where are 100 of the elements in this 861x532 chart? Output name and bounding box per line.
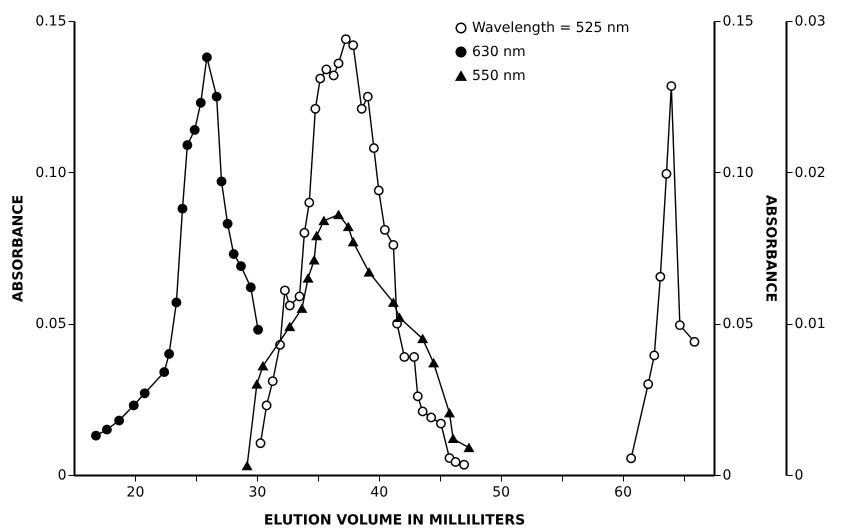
y3-tick-label: 0.01 bbox=[794, 316, 826, 332]
point bbox=[690, 336, 700, 347]
point bbox=[171, 298, 182, 308]
point bbox=[304, 198, 314, 208]
y3-tick-label: 0.02 bbox=[794, 164, 826, 181]
point bbox=[368, 143, 379, 154]
y2-tick-label: 0.05 bbox=[722, 316, 754, 332]
point bbox=[343, 222, 354, 232]
point bbox=[362, 92, 373, 102]
point bbox=[297, 304, 307, 313]
point bbox=[356, 104, 367, 114]
y-tick-label: 0.10 bbox=[35, 164, 66, 181]
y3-tick-label: 0 bbox=[794, 468, 804, 484]
point bbox=[426, 412, 436, 422]
x-tick-label: 20 bbox=[126, 484, 144, 500]
point bbox=[448, 434, 458, 444]
point bbox=[388, 298, 398, 307]
y3-tick-label: 0.03 bbox=[794, 14, 826, 30]
point bbox=[252, 380, 262, 389]
point bbox=[284, 300, 295, 310]
point bbox=[436, 418, 446, 428]
point bbox=[412, 391, 423, 402]
point bbox=[303, 274, 313, 283]
point bbox=[340, 34, 351, 44]
point bbox=[649, 350, 660, 360]
point bbox=[222, 218, 233, 229]
point bbox=[284, 322, 295, 332]
point bbox=[253, 324, 264, 335]
y-tick-label: 0.15 bbox=[35, 14, 66, 30]
point bbox=[364, 268, 374, 277]
x-tick-label: 50 bbox=[492, 484, 510, 500]
point bbox=[450, 457, 460, 467]
point bbox=[202, 52, 212, 62]
point bbox=[348, 40, 358, 50]
point bbox=[464, 443, 474, 452]
y-tick-label: 0.05 bbox=[35, 316, 66, 332]
point bbox=[256, 438, 266, 448]
point bbox=[140, 388, 150, 398]
point bbox=[334, 58, 344, 68]
point bbox=[262, 400, 272, 410]
point bbox=[268, 376, 278, 386]
point bbox=[348, 238, 358, 246]
point bbox=[228, 249, 239, 259]
point bbox=[242, 462, 252, 470]
point bbox=[114, 416, 124, 426]
point bbox=[236, 261, 246, 272]
point bbox=[321, 64, 332, 74]
point bbox=[190, 125, 200, 135]
point bbox=[312, 232, 322, 240]
point bbox=[159, 367, 170, 378]
point bbox=[309, 256, 320, 264]
x-tick-label: 30 bbox=[248, 484, 266, 500]
x-axis-title: ELUTION VOLUME IN MILLILITERS bbox=[264, 512, 526, 528]
point bbox=[428, 358, 439, 368]
point bbox=[212, 92, 222, 102]
y-tick-label: 0 bbox=[58, 468, 66, 484]
point bbox=[409, 352, 420, 362]
point bbox=[674, 320, 685, 330]
point bbox=[662, 168, 672, 179]
point bbox=[246, 282, 256, 292]
point bbox=[315, 74, 326, 84]
point bbox=[178, 204, 188, 214]
point bbox=[102, 424, 112, 435]
x-tick-label: 40 bbox=[370, 484, 388, 500]
point bbox=[643, 379, 654, 390]
point bbox=[380, 224, 390, 235]
point bbox=[216, 176, 226, 186]
y2-tick-label: 0.15 bbox=[722, 14, 754, 30]
y2-tick-label: 0.10 bbox=[722, 164, 754, 181]
legend-label: 550 nm bbox=[472, 68, 526, 84]
point bbox=[258, 362, 268, 370]
point bbox=[91, 430, 101, 441]
y-axis-title: ABSORBANCE bbox=[10, 194, 26, 302]
point bbox=[374, 186, 384, 196]
y2-axis-title: ABSORBANCE bbox=[762, 194, 779, 302]
point bbox=[294, 292, 304, 302]
point bbox=[128, 400, 139, 410]
point bbox=[328, 70, 339, 80]
y2-tick-label: 0 bbox=[722, 468, 732, 484]
point bbox=[388, 240, 398, 250]
legend-label: Wavelength = 525 nm bbox=[472, 20, 630, 36]
point bbox=[318, 216, 329, 226]
point bbox=[164, 349, 174, 359]
point bbox=[626, 453, 636, 464]
point bbox=[310, 104, 320, 114]
point bbox=[655, 272, 666, 282]
point bbox=[418, 334, 428, 344]
point bbox=[299, 228, 310, 238]
legend-label: 630 nm bbox=[472, 44, 526, 60]
point bbox=[444, 408, 454, 418]
point bbox=[196, 98, 206, 108]
point bbox=[666, 81, 676, 91]
point bbox=[418, 406, 428, 416]
point bbox=[182, 140, 192, 150]
point bbox=[280, 285, 290, 296]
point bbox=[459, 460, 470, 470]
point bbox=[399, 352, 410, 362]
x-tick-label: 60 bbox=[614, 484, 632, 500]
point bbox=[334, 210, 344, 220]
point bbox=[394, 313, 404, 322]
